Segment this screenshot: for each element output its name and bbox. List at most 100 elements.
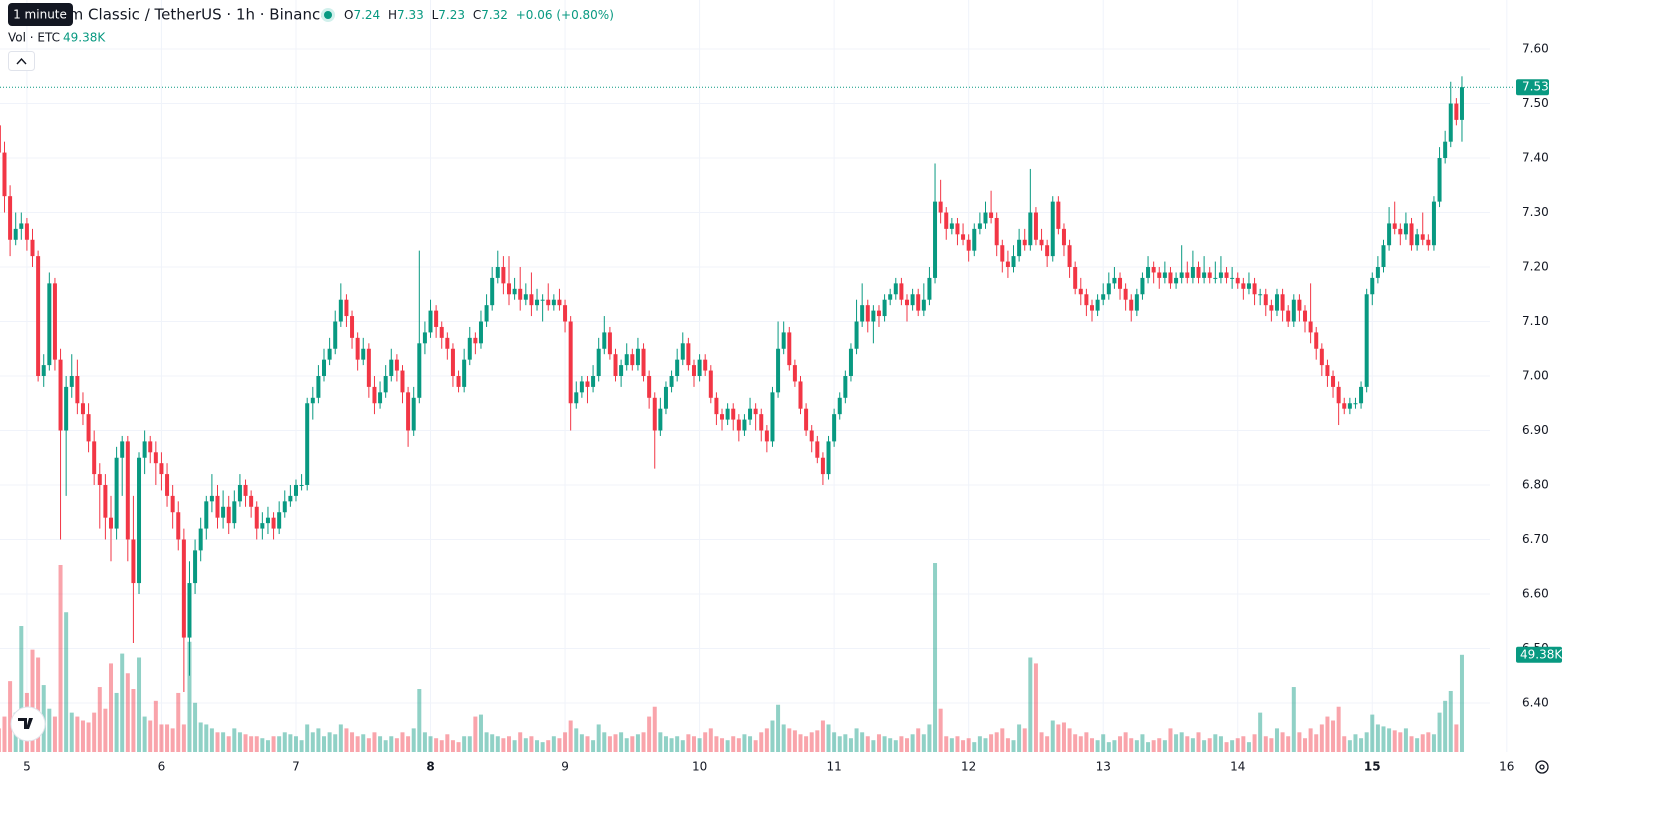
- candle-body: [506, 283, 511, 295]
- candle-body: [114, 457, 119, 529]
- volume-bar: [635, 734, 640, 752]
- volume-bar: [535, 740, 540, 752]
- candle-body: [400, 370, 405, 393]
- candle-body: [1123, 288, 1128, 300]
- volume-bar: [193, 702, 198, 752]
- volume-bar: [69, 712, 74, 752]
- candle-body: [1106, 283, 1111, 295]
- volume-bar: [921, 734, 926, 752]
- candle-body: [36, 256, 41, 376]
- candle-body: [176, 512, 181, 540]
- candle-body: [1319, 348, 1324, 366]
- candle-body: [142, 441, 147, 458]
- candle-body: [804, 408, 809, 431]
- candle-body: [1168, 272, 1173, 284]
- candle-body: [1112, 277, 1117, 284]
- settings-icon[interactable]: [1535, 760, 1549, 774]
- candle-body: [1118, 277, 1123, 289]
- candle-body: [753, 408, 758, 415]
- candle-body: [406, 392, 411, 431]
- candle-body: [501, 267, 506, 284]
- collapse-button[interactable]: [8, 51, 35, 71]
- x-tick-label: 5: [23, 760, 31, 774]
- volume-bar: [372, 732, 377, 752]
- volume-bar: [411, 728, 416, 752]
- candle-body: [635, 348, 640, 366]
- volume-bar: [792, 730, 797, 752]
- candle-body: [1325, 365, 1330, 376]
- volume-bar: [1101, 734, 1106, 752]
- volume-bar: [47, 708, 52, 752]
- candle-body: [1252, 283, 1257, 295]
- grid: [0, 0, 1508, 752]
- candle-body: [2, 152, 7, 197]
- volume-bar: [523, 738, 528, 752]
- candle-body: [19, 223, 24, 229]
- volume-bar: [75, 716, 80, 752]
- candle-body: [439, 326, 444, 338]
- volume-bar: [1000, 728, 1005, 752]
- candle-body: [630, 354, 635, 366]
- volume-bar: [383, 740, 388, 752]
- h-label: H: [388, 8, 397, 22]
- candle-body: [966, 239, 971, 251]
- candle-body: [787, 332, 792, 366]
- volume-bar: [176, 692, 181, 752]
- candle-body: [1443, 141, 1448, 159]
- volume-bar: [1050, 720, 1055, 752]
- volume-bar: [2, 716, 7, 752]
- volume-bar: [753, 740, 758, 752]
- volume-bar: [787, 728, 792, 752]
- volume-bar: [1286, 736, 1291, 752]
- candle-body: [422, 332, 427, 344]
- candle-body: [221, 506, 226, 518]
- collapse-icon: [16, 57, 27, 65]
- candle-body: [697, 359, 702, 376]
- volume-bar: [742, 734, 747, 752]
- volume-bar: [512, 740, 517, 752]
- candle-body: [1022, 239, 1027, 246]
- volume-bar: [820, 720, 825, 752]
- volume-bar: [1118, 736, 1123, 752]
- volume-bar: [748, 736, 753, 752]
- candle-body: [1157, 272, 1162, 278]
- candle-body: [41, 365, 46, 376]
- tooltip: 1 minute: [13, 8, 67, 22]
- volume-bar: [1336, 706, 1341, 752]
- volume-bar: [1420, 734, 1425, 752]
- volume-bar: [282, 732, 287, 752]
- candle-body: [1364, 294, 1369, 387]
- volume-bar: [120, 653, 125, 752]
- candle-body: [243, 484, 248, 496]
- candle-body: [1202, 272, 1207, 278]
- candle-body: [137, 457, 142, 584]
- candle-body: [865, 305, 870, 322]
- volume-bar: [310, 732, 315, 752]
- volume-bar: [905, 738, 910, 752]
- volume-bar: [1084, 732, 1089, 752]
- volume-bar: [125, 673, 130, 752]
- volume-bar: [445, 734, 450, 752]
- candle-body: [1045, 245, 1050, 257]
- candle-body: [1359, 386, 1364, 404]
- gear[interactable]: [1535, 760, 1549, 774]
- y-tick-label: 6.90: [1522, 423, 1549, 437]
- volume-bar: [1106, 742, 1111, 752]
- candle-body: [327, 348, 332, 360]
- volume-bar: [949, 738, 954, 752]
- volume-bar: [697, 738, 702, 752]
- candle-body: [596, 348, 601, 376]
- candle-body: [893, 283, 898, 295]
- volume-bar: [888, 738, 893, 752]
- volume-bar: [495, 736, 500, 752]
- volume-bar: [832, 732, 837, 752]
- volume-bar: [333, 734, 338, 752]
- candle-body: [462, 359, 467, 387]
- candle-body: [568, 321, 573, 404]
- volume-bar: [450, 740, 455, 752]
- candle-body: [708, 370, 713, 398]
- volume-bar: [669, 738, 674, 752]
- l-label: L: [432, 8, 439, 22]
- gear-hole[interactable]: [1539, 764, 1545, 770]
- volume-bar: [1146, 742, 1151, 752]
